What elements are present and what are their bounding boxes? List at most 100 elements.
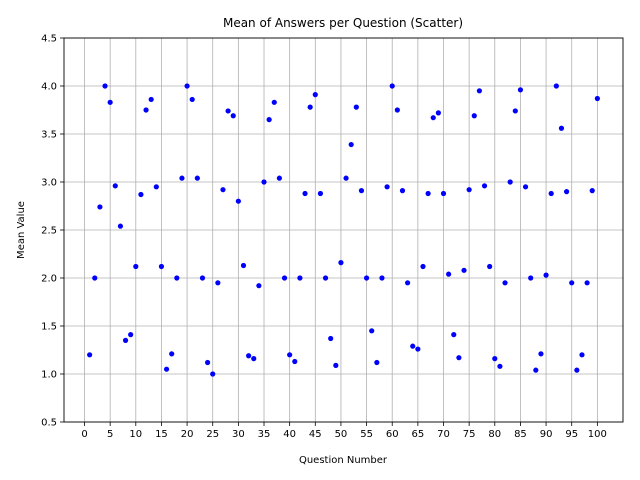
data-point [143,107,149,113]
data-point [538,351,544,357]
data-points [87,83,600,377]
data-point [112,183,118,189]
data-point [594,95,600,102]
data-point [117,223,124,229]
data-point [169,351,175,357]
data-point [435,110,441,116]
x-tick-label: 25 [206,429,219,440]
data-point [492,356,498,362]
data-point [133,263,139,270]
data-point [533,367,539,373]
data-point [97,204,103,210]
data-point [348,141,354,148]
x-axis: 0 5 10 15 20 25 30 35 40 45 50 55 60 65 70 75 80 85 90 95 10… [81,422,607,440]
data-point [307,104,313,110]
x-tick-label: 10 [129,429,142,440]
data-point [497,363,503,369]
data-point [225,108,231,114]
data-point [328,335,334,342]
x-tick-label: 95 [565,429,578,440]
data-point [384,184,390,190]
data-point [333,362,339,368]
data-point [158,263,165,270]
data-point [281,275,288,281]
x-tick-label: 55 [360,429,373,440]
x-tick-label: 75 [463,429,476,440]
y-tick-label: 4.5 [41,34,57,45]
x-tick-label: 0 [81,429,87,440]
data-point [128,332,134,338]
data-point [343,175,349,181]
x-tick-label: 20 [181,429,194,440]
data-point [456,355,462,361]
data-point [107,99,113,105]
data-point [179,175,185,181]
data-point [102,83,108,89]
data-point [399,188,406,194]
x-tick-label: 65 [411,429,424,440]
data-point [204,359,211,366]
data-point [528,275,534,281]
data-point [174,275,180,281]
data-point [589,188,595,194]
data-point [266,117,272,123]
x-tick-label: 100 [588,429,607,440]
data-point [394,107,400,113]
data-point [163,366,170,372]
y-axis: 0.5 1.0 1.5 2.0 2.5 3.0 3.5 4.0 4.5 [41,34,64,429]
data-point [215,280,221,286]
data-point [184,83,190,89]
data-point [512,108,518,114]
x-tick-label: 15 [155,429,168,440]
data-point [548,190,554,197]
data-point [317,190,324,197]
data-point [451,332,457,338]
x-tick-label: 50 [335,429,348,440]
data-point [425,190,431,197]
data-point [553,83,559,89]
data-point [502,280,508,286]
data-point [312,92,318,98]
y-tick-label: 3.5 [41,130,57,141]
x-tick-label: 30 [232,429,245,440]
data-point [199,275,206,281]
y-tick-label: 4.0 [41,82,57,93]
x-tick-label: 85 [514,429,527,440]
x-axis-label: Question Number [299,455,388,466]
data-point [92,275,98,281]
data-point [379,275,385,281]
data-point [353,104,359,110]
data-point [322,275,329,281]
chart-title: Mean of Answers per Question (Scatter) [223,16,463,30]
data-point [481,183,488,189]
data-point [574,367,580,373]
data-point [246,353,252,359]
y-tick-label: 0.5 [41,418,57,429]
x-tick-label: 35 [258,429,271,440]
data-point [122,337,129,343]
y-tick-label: 2.0 [41,274,57,285]
data-point [256,283,262,289]
data-point [430,115,436,121]
data-point [358,188,365,194]
data-point [220,187,226,193]
data-point [569,280,575,286]
data-point [338,260,344,266]
y-tick-label: 3.0 [41,178,57,189]
data-point [230,113,236,119]
data-point [476,88,483,94]
data-point [558,125,565,131]
data-point [189,96,195,103]
x-tick-label: 5 [107,429,113,440]
x-tick-label: 80 [488,429,501,440]
y-axis-label: Mean Value [16,201,27,259]
data-point [153,184,159,190]
data-point [563,189,570,195]
data-point [389,83,395,89]
data-point [240,262,247,269]
data-point [410,343,416,349]
data-point [194,175,200,181]
data-point [287,352,293,358]
data-point [522,184,529,190]
data-point [405,280,411,286]
